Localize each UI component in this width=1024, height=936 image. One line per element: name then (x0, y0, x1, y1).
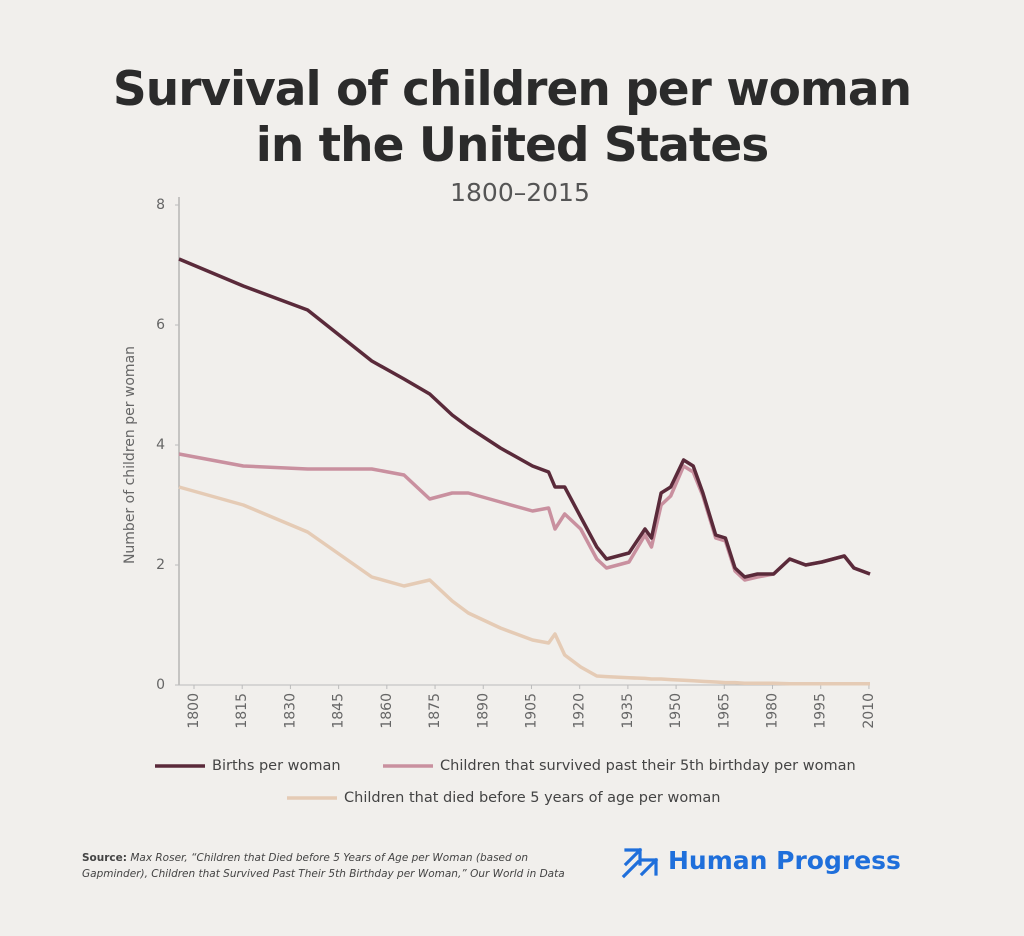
x-tick-label: 1845 (331, 693, 347, 729)
logo-arrow (623, 847, 643, 867)
chart-title: Survival of children per woman in the Un… (112, 62, 912, 173)
logo-arrow (639, 857, 659, 877)
y-tick-label: 4 (156, 437, 165, 453)
legend-label: Children that died before 5 years of age… (344, 790, 720, 806)
x-tick-label: 1965 (716, 693, 732, 729)
source: Source: Max Roser, “Children that Died b… (82, 850, 582, 882)
y-tick-label: 2 (156, 557, 165, 573)
x-tick-label: 1980 (765, 693, 781, 729)
chart-subtitle: 1800–2015 (450, 178, 590, 207)
x-tick-label: 1860 (379, 693, 395, 729)
y-tick-label: 6 (156, 317, 165, 333)
legend-label: Births per woman (212, 758, 341, 774)
brand-name: Human Progress (668, 846, 901, 875)
brand-logo (621, 847, 659, 879)
source-text: Max Roser, “Children that Died before 5 … (82, 852, 565, 880)
x-tick-label: 2010 (861, 693, 877, 729)
x-tick-label: 1800 (186, 693, 202, 729)
x-tick-label: 1875 (427, 693, 443, 729)
x-tick-label: 1920 (572, 693, 588, 729)
source-label: Source: (82, 852, 127, 864)
logo-arrow (621, 859, 641, 879)
y-axis-label: Number of children per woman (122, 346, 138, 564)
series-line (178, 485, 870, 686)
x-tick-label: 1995 (813, 693, 829, 729)
x-tick-label: 1890 (475, 693, 491, 729)
x-tick-label: 1935 (620, 693, 636, 729)
x-tick-label: 1830 (282, 693, 298, 729)
legend-label: Children that survived past their 5th bi… (440, 758, 856, 774)
series-line (178, 257, 871, 579)
x-tick-label: 1815 (234, 693, 250, 729)
x-tick-label: 1905 (523, 693, 539, 729)
series-line (178, 452, 871, 582)
y-tick-label: 0 (156, 677, 165, 693)
x-tick-label: 1950 (668, 693, 684, 729)
y-tick-label: 8 (156, 197, 165, 213)
